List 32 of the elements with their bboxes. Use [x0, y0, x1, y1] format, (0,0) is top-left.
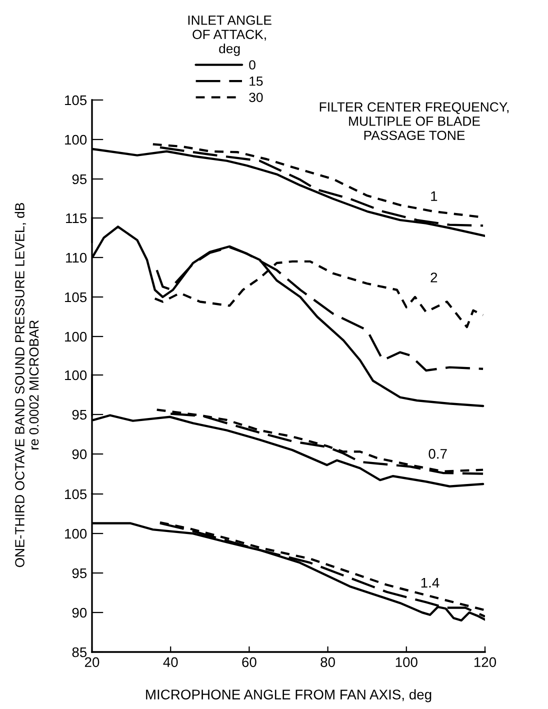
y-tick-label: 95: [72, 568, 87, 578]
y-tick-label: 95: [72, 174, 87, 184]
annotation: 0.7: [428, 448, 447, 459]
y-tick-label: 95: [72, 410, 87, 420]
legend-title: INLET ANGLE OF ATTACK, deg: [188, 16, 272, 56]
y-tick-label: 105: [65, 95, 87, 106]
annotation: 2: [430, 272, 438, 282]
x-tick-label: 40: [163, 657, 178, 668]
y-tick-label: 90: [72, 608, 87, 618]
y-tick-label: 85: [72, 647, 87, 658]
y-tick-label: 115: [66, 213, 87, 224]
y-tick-label: 110: [66, 252, 87, 263]
x-tick-label: 60: [242, 657, 256, 668]
annotation: 1.4: [421, 578, 440, 588]
legend-label: 15: [250, 76, 263, 86]
y-tick-label: 100: [65, 370, 87, 380]
legend-label: 0: [249, 60, 256, 70]
annotation: FILTER CENTER FREQUENCY, MULTIPLE OF BLADE PASSAGE TONE: [320, 102, 509, 140]
legend-label: 30: [249, 92, 263, 102]
x-axis-title: MICROPHONE ANGLE FROM FAN AXIS, deg: [146, 689, 432, 702]
x-tick-label: 20: [84, 657, 100, 668]
y-tick-label: 105: [65, 292, 87, 302]
x-tick-label: 100: [396, 657, 418, 668]
y-tick-label: 100: [65, 332, 87, 342]
x-tick-label: 80: [320, 657, 335, 668]
y-tick-label: 90: [72, 449, 87, 460]
y-tick-label: 100: [65, 528, 87, 539]
y-axis-title: ONE-THIRD OCTAVE BAND SOUND PRESSURE LEVEL, dB re 0.0002 MICROBAR: [14, 203, 39, 568]
y-tick-label: 100: [65, 134, 87, 145]
x-tick-label: 120: [474, 657, 496, 668]
y-tick-label: 105: [65, 489, 87, 500]
annotation: 1: [431, 191, 438, 201]
